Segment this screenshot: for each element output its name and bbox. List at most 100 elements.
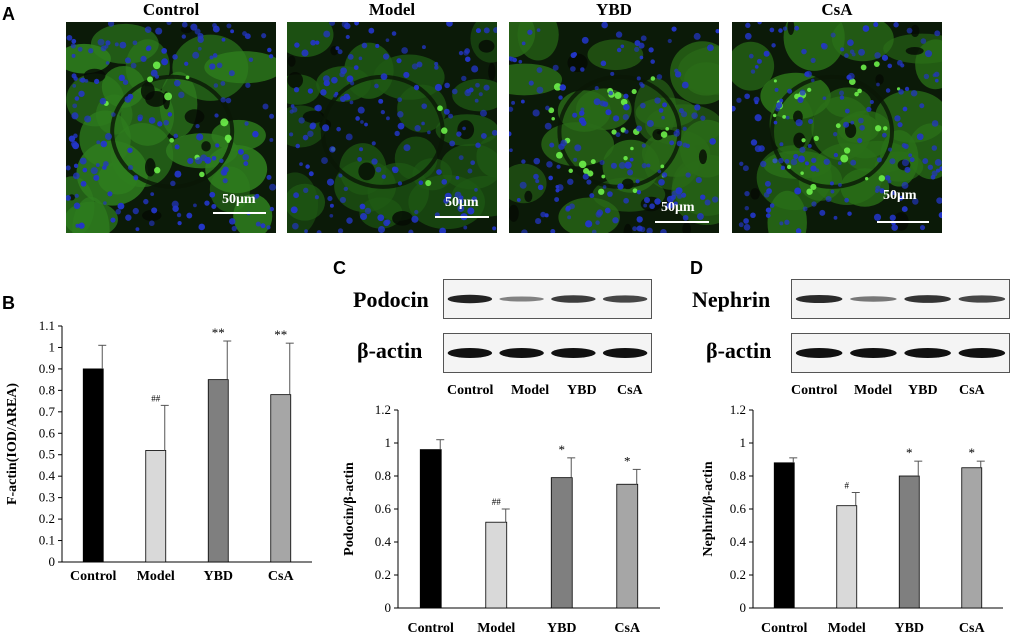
y-tick-label: 0.3 <box>39 490 55 505</box>
blot-c-target-membrane <box>443 279 652 319</box>
significance-mark: * <box>559 442 566 457</box>
category-label: Control <box>761 621 808 636</box>
bar-model <box>485 521 508 609</box>
y-tick-label: 0 <box>385 600 392 615</box>
panel-letter-c: C <box>333 258 346 278</box>
micrograph-title-ybd: YBD <box>596 0 632 19</box>
blot-d-target-label: Nephrin <box>692 287 771 312</box>
y-tick-label: 0.8 <box>375 468 391 483</box>
chart-c-podocin: 0 0.2 0.4 0.6 0.8 1 1.2 Podocin/β-actin Control #… <box>342 402 660 636</box>
significance-mark: * <box>906 445 913 460</box>
scale-label-ybd: 50μm <box>661 200 695 215</box>
category-label: YBD <box>203 569 233 584</box>
chart-d-nephrin: 0 0.2 0.4 0.6 0.8 1 1.2 Nephrin/β-actin Control #… <box>701 402 1003 636</box>
bar-csa <box>616 483 639 609</box>
bar-ybd <box>207 379 229 563</box>
scale-label-model: 50μm <box>445 195 479 210</box>
y-tick-label: 0.7 <box>39 404 56 419</box>
category-label: CsA <box>268 569 295 584</box>
scale-bar-model <box>435 216 489 218</box>
blot-d-lane-ybd: YBD <box>908 383 938 398</box>
y-tick-label: 1 <box>49 339 56 354</box>
blot-d-lane-model: Model <box>854 383 893 398</box>
y-tick-label: 0.8 <box>730 468 746 483</box>
y-tick-label: 0.2 <box>730 567 746 582</box>
significance-mark: # <box>845 481 850 491</box>
significance-mark: ## <box>492 497 502 507</box>
micrograph-title-model: Model <box>368 0 416 19</box>
blot-d-lane-control: Control <box>791 383 838 398</box>
category-label: Model <box>477 621 515 636</box>
micrograph-ybd <box>509 22 719 233</box>
chart-b-factin: 0 0.1 0.2 0.3 0.4 0.5 0.6 0.7 0.8 0.9 1 1.1 F-actin(… <box>5 318 312 584</box>
y-tick-label: 1 <box>740 435 747 450</box>
blot-d-target-membrane <box>791 279 1010 319</box>
panel-letter-a: A <box>2 4 15 24</box>
blot-c-loading-membrane <box>443 333 652 373</box>
category-label: YBD <box>894 621 924 636</box>
bar-control <box>82 368 104 563</box>
y-tick-label: 0.2 <box>375 567 391 582</box>
bar-control <box>773 462 795 609</box>
scale-bar-ybd <box>655 221 709 223</box>
blot-c-lane-ybd: YBD <box>567 383 597 398</box>
y-axis-label: Podocin/β-actin <box>342 462 357 556</box>
y-axis-label: F-actin(IOD/AREA) <box>5 383 20 505</box>
y-tick-label: 1.1 <box>39 318 55 333</box>
scale-label-control: 50μm <box>222 192 256 207</box>
scale-label-csa: 50μm <box>883 188 917 203</box>
micrograph-title-control: Control <box>142 0 200 19</box>
significance-mark: * <box>969 445 976 460</box>
micrograph-model <box>287 22 497 233</box>
y-tick-label: 1.2 <box>730 402 746 417</box>
y-axis-label: Nephrin/β-actin <box>701 461 716 556</box>
y-tick-label: 0.2 <box>39 511 55 526</box>
y-tick-label: 0.6 <box>39 425 56 440</box>
y-tick-label: 0.5 <box>39 447 55 462</box>
blot-d-lane-csa: CsA <box>959 383 985 398</box>
category-label: Control <box>408 621 455 636</box>
y-tick-label: 0.6 <box>375 501 392 516</box>
blot-c-lane-model: Model <box>511 383 550 398</box>
blot-c-lane-labels: Control Model YBD CsA <box>443 383 653 403</box>
panel-letter-d: D <box>690 258 703 278</box>
y-tick-label: 1.2 <box>375 402 391 417</box>
category-label: Control <box>70 569 117 584</box>
micrograph-control <box>66 22 276 233</box>
bar-model <box>836 505 858 609</box>
significance-mark: * <box>624 453 631 468</box>
y-tick-label: 0.4 <box>730 534 747 549</box>
y-tick-label: 0.9 <box>39 361 55 376</box>
category-label: CsA <box>959 621 986 636</box>
panel-letter-b: B <box>2 293 15 313</box>
significance-mark: ** <box>274 327 287 342</box>
bar-csa <box>270 394 292 563</box>
y-tick-label: 0 <box>49 554 56 569</box>
category-label: Model <box>828 621 866 636</box>
y-tick-label: 0.4 <box>375 534 392 549</box>
blot-c-target-label: Podocin <box>353 287 429 312</box>
bar-ybd <box>550 477 573 609</box>
y-tick-label: 1 <box>385 435 392 450</box>
y-tick-label: 0.6 <box>730 501 747 516</box>
blot-d-lane-labels: Control Model YBD CsA <box>791 383 1011 403</box>
category-label: CsA <box>614 621 641 636</box>
bar-model <box>145 450 167 563</box>
bar-csa <box>961 467 983 609</box>
category-label: YBD <box>547 621 577 636</box>
blot-c-lane-csa: CsA <box>617 383 643 398</box>
y-tick-label: 0 <box>740 600 747 615</box>
significance-mark: ## <box>151 393 161 403</box>
scale-bar-control <box>213 212 266 214</box>
micrograph-title-csa: CsA <box>821 0 853 19</box>
blot-d-loading-membrane <box>791 333 1010 373</box>
blot-d-loading-label: β-actin <box>706 338 772 363</box>
significance-mark: ** <box>212 325 225 340</box>
category-label: Model <box>137 569 175 584</box>
micrograph-csa <box>732 22 942 233</box>
y-tick-label: 0.8 <box>39 382 55 397</box>
blot-c-lane-control: Control <box>447 383 494 398</box>
bar-ybd <box>898 475 920 609</box>
bar-control <box>419 449 442 609</box>
blot-c-loading-label: β-actin <box>357 338 423 363</box>
